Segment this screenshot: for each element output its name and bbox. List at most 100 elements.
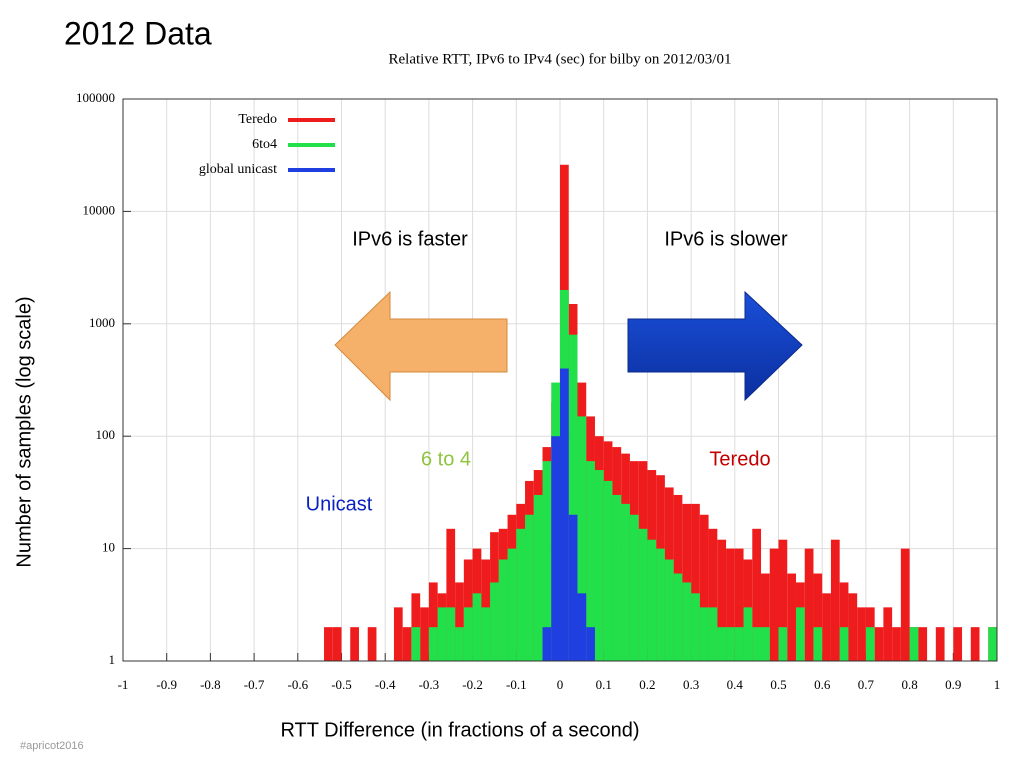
bar: [411, 627, 421, 661]
plot-frame: [122, 98, 998, 662]
bar: [935, 627, 945, 661]
bar: [726, 548, 735, 661]
x-tick-label: 1: [994, 677, 1001, 692]
bar: [594, 470, 604, 661]
bar: [699, 607, 709, 661]
bar: [883, 607, 893, 661]
x-tick-label: 0.6: [814, 677, 831, 692]
bar: [900, 548, 910, 661]
bar: [752, 627, 762, 661]
bar: [603, 480, 613, 661]
bar: [988, 627, 997, 661]
y-axis-label: Number of samples (log scale): [13, 296, 35, 567]
bar: [813, 573, 823, 661]
annotation: 6 to 4: [421, 448, 471, 470]
bar: [393, 607, 403, 661]
slide-title: 2012 Data: [64, 15, 212, 51]
bar: [839, 627, 849, 661]
legend-label: Teredo: [238, 112, 277, 127]
bar: [795, 607, 805, 661]
bar: [717, 627, 727, 661]
x-tick-label: -0.6: [288, 677, 309, 692]
bar: [586, 461, 595, 661]
bar: [656, 548, 665, 661]
bar: [533, 494, 543, 661]
x-tick-label: -0.7: [244, 677, 265, 692]
bar: [638, 528, 648, 661]
y-tick-label: 100: [96, 427, 116, 442]
y-tick-label: 1000: [89, 315, 115, 330]
bar: [455, 627, 464, 661]
bar: [769, 548, 779, 661]
bar: [708, 607, 718, 661]
x-tick-label: 0: [557, 677, 564, 692]
x-tick-label: 0.9: [945, 677, 961, 692]
x-tick-label: 0.4: [727, 677, 744, 692]
bar: [734, 548, 744, 661]
bar: [761, 627, 770, 661]
bar: [542, 627, 552, 661]
bar: [411, 593, 421, 661]
bar: [647, 539, 657, 661]
bar: [673, 573, 683, 661]
right-arrow: [627, 290, 803, 402]
bar: [892, 627, 901, 661]
bar: [437, 607, 447, 661]
bar: [428, 582, 438, 661]
bar: [332, 627, 342, 661]
bar: [621, 503, 630, 661]
bar: [551, 436, 560, 661]
bar: [726, 627, 735, 661]
bar: [586, 627, 595, 661]
y-tick-label: 10: [102, 540, 115, 555]
bar: [428, 627, 438, 661]
bar: [472, 593, 482, 661]
bar: [874, 627, 884, 661]
annotation: Teredo: [709, 448, 770, 470]
x-tick-label: -0.3: [419, 677, 440, 692]
bar: [848, 593, 858, 661]
annotation: IPv6 is slower: [664, 228, 788, 250]
bar: [691, 593, 700, 661]
bar: [481, 607, 491, 661]
x-axis-label: RTT Difference (in fractions of a second…: [280, 719, 639, 741]
bar: [498, 559, 508, 661]
bar: [350, 627, 359, 661]
x-tick-label: 0.1: [596, 677, 612, 692]
bar: [813, 627, 823, 661]
bar: [682, 582, 692, 661]
bar: [708, 528, 718, 661]
x-tick-label: -0.8: [200, 677, 221, 692]
y-tick-label: 100000: [76, 90, 115, 105]
y-tick-label: 1: [109, 652, 116, 667]
bar: [787, 573, 796, 661]
bar: [865, 627, 875, 661]
bar: [953, 627, 963, 661]
bar: [420, 607, 429, 661]
bar: [778, 627, 788, 661]
annotation: Unicast: [306, 493, 373, 515]
bar: [804, 548, 814, 661]
x-tick-label: -0.5: [331, 677, 352, 692]
x-tick-label: 0.7: [858, 677, 875, 692]
legend-label: global unicast: [199, 162, 277, 177]
legend-label: 6to4: [252, 137, 277, 152]
bar: [490, 582, 499, 661]
bar: [446, 528, 456, 661]
x-tick-label: -0.2: [462, 677, 483, 692]
annotation: IPv6 is faster: [352, 228, 468, 250]
bar: [367, 627, 377, 661]
bar: [446, 607, 456, 661]
bar: [857, 607, 866, 661]
bar: [507, 548, 517, 661]
bar: [691, 503, 700, 661]
plot: -1 -0.9 -0.8 -0.7 -0.6 -0.5 -0.4 -0.3 -0.2 -0.1 0 0…: [76, 90, 1000, 692]
bar: [568, 334, 578, 661]
x-tick-label: -0.9: [156, 677, 177, 692]
bar: [463, 607, 473, 661]
bar: [970, 627, 980, 661]
bar: [822, 593, 831, 661]
y-tick-label: 10000: [83, 202, 116, 217]
bar: [752, 528, 762, 661]
